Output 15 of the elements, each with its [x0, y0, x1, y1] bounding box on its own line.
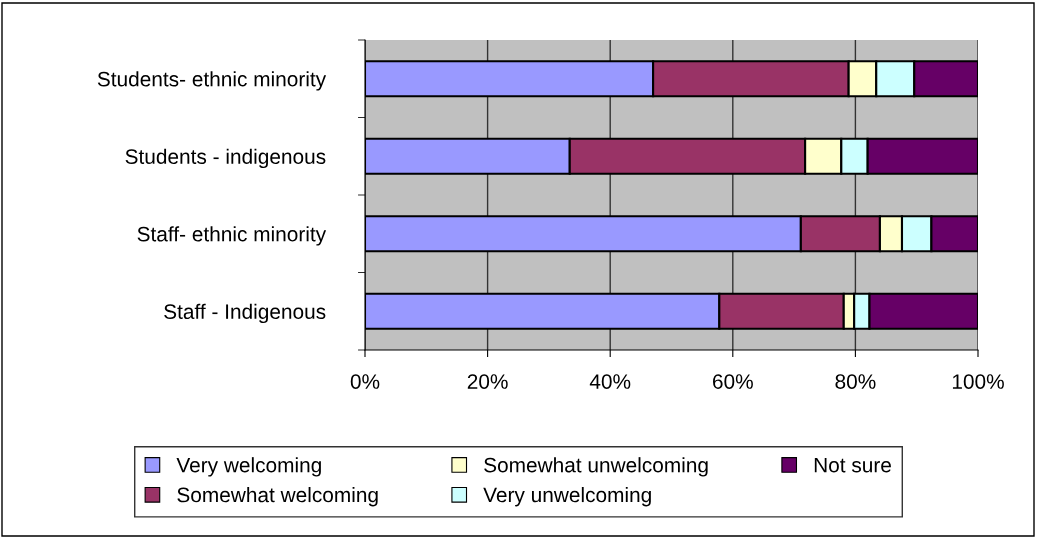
y-tick-label: Staff - Indigenous	[164, 303, 326, 324]
legend-label: Very unwelcoming	[483, 486, 651, 507]
x-tick-label: 100%	[952, 374, 1004, 389]
x-tick-label: 20%	[467, 374, 508, 389]
x-tick-label: 80%	[835, 374, 876, 389]
y-tick-label: Staff- ethnic minority	[137, 226, 327, 246]
legend-label: Not sure	[814, 457, 891, 473]
legend-label: Very welcoming	[176, 457, 321, 477]
x-tick-label: 60%	[713, 374, 753, 389]
x-tick-label: 40%	[589, 374, 631, 389]
y-tick-label: Students - indigenous	[125, 148, 326, 169]
legend-label: Somewhat unwelcoming	[484, 457, 708, 477]
x-tick-label: 0%	[350, 374, 380, 389]
legend-label: Somewhat welcoming	[177, 486, 378, 507]
y-tick-label: Students- ethnic minority	[97, 71, 327, 91]
